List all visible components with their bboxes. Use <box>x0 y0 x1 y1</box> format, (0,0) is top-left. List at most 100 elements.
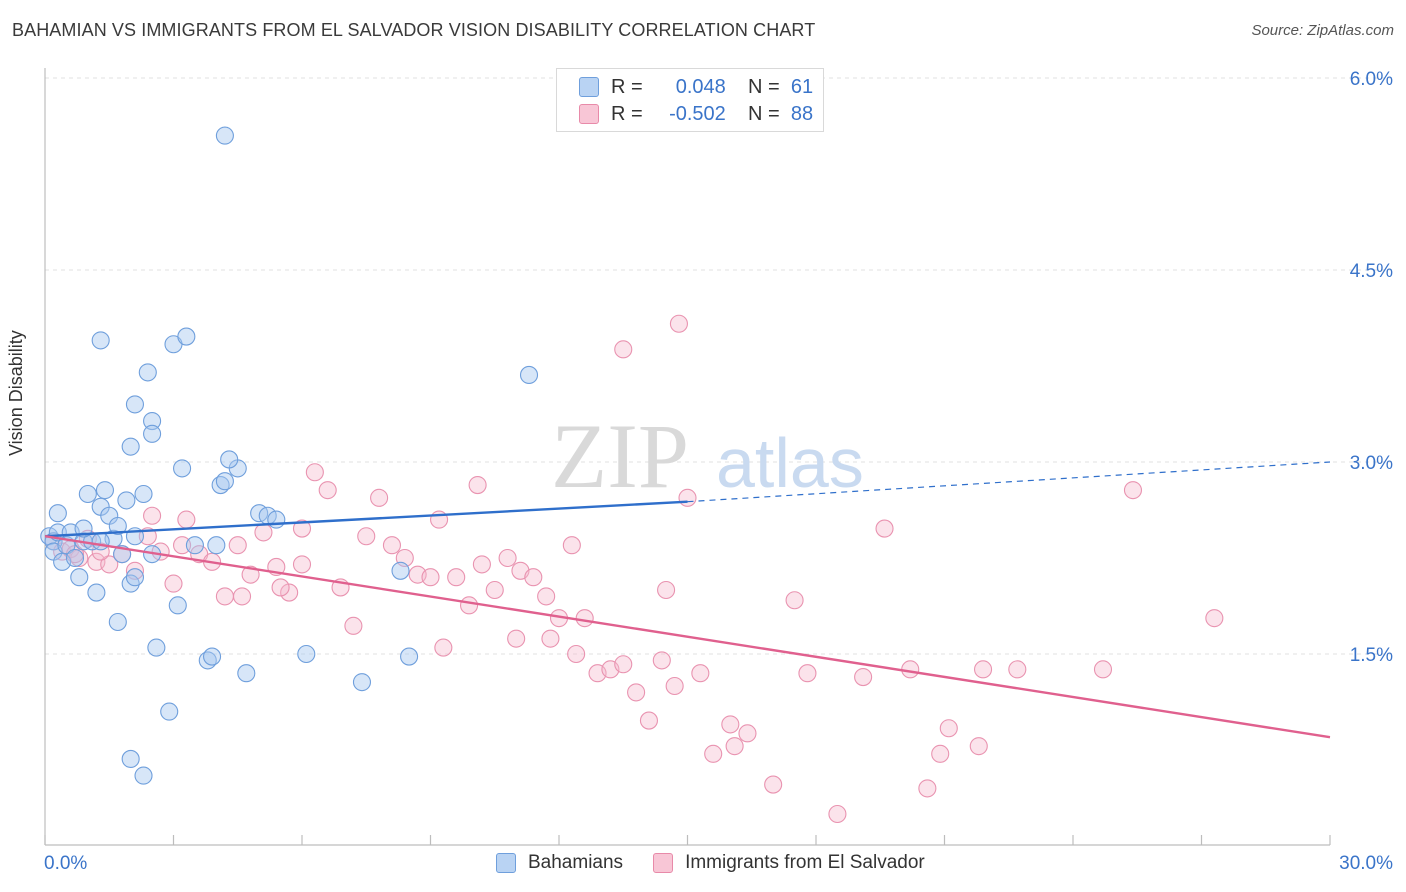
legend-n-label: N = <box>748 75 780 98</box>
el-salvador-point <box>280 583 299 602</box>
bahamian-point <box>108 516 127 536</box>
el-salvador-point <box>292 519 312 538</box>
el-salvador-point <box>305 463 324 482</box>
el-salvador-point <box>318 481 337 500</box>
bahamian-point <box>95 481 115 500</box>
bahamian-point <box>147 638 166 657</box>
bahamian-point <box>297 644 316 664</box>
trend-lines <box>44 461 1331 739</box>
el-salvador-point <box>575 609 594 628</box>
bahamian-point <box>91 532 110 551</box>
bahamian-point <box>65 548 85 568</box>
el-salvador-point <box>828 804 847 824</box>
el-salvador-point <box>421 568 440 587</box>
bottom-legend-bahamians: Bahamians <box>528 852 624 873</box>
bahamian-trend-line <box>44 500 688 538</box>
el-salvador-point <box>785 591 804 610</box>
el-salvador-point <box>173 536 192 555</box>
el-salvador-point <box>1008 660 1027 679</box>
el-salvador-point <box>562 536 581 555</box>
el-salvador-point <box>939 719 958 738</box>
bottom-legend-swatch-blue <box>496 853 516 873</box>
el-salvador-point <box>614 340 633 359</box>
el-salvador-point <box>382 536 402 555</box>
x-tick-label: 30.0% <box>1339 853 1393 874</box>
el-salvador-point <box>931 744 950 763</box>
el-salvador-point <box>691 664 710 683</box>
el-salvador-point <box>292 555 312 574</box>
legend-n-label: N = <box>748 102 780 125</box>
el-salvador-point <box>524 568 543 587</box>
el-salvador-point <box>434 638 453 657</box>
el-salvador-point <box>228 536 247 555</box>
bahamian-point <box>400 647 419 666</box>
el-salvador-point <box>271 578 290 597</box>
bahamian-point <box>352 673 372 692</box>
el-salvador-point <box>498 548 517 568</box>
bahamian-point <box>125 568 144 587</box>
el-salvador-point <box>901 660 920 679</box>
legend-swatch-blue <box>579 77 599 97</box>
el-salvador-point <box>472 555 491 574</box>
el-salvador-point <box>721 715 740 734</box>
bahamian-point <box>160 702 179 721</box>
bahamian-point <box>519 365 539 385</box>
y-axis-label: Vision Disability <box>6 330 26 456</box>
el-salvador-point <box>100 555 119 574</box>
el-salvador-point <box>344 616 363 635</box>
el-salvador-point <box>1205 609 1224 628</box>
el-salvador-point <box>567 644 586 664</box>
el-salvador-point <box>1123 481 1143 500</box>
el-salvador-point <box>678 488 697 507</box>
bahamian-point <box>121 749 140 769</box>
bahamian-point <box>215 472 234 491</box>
bahamian-point <box>207 536 226 555</box>
el-salvador-point <box>639 711 659 730</box>
el-salvador-point <box>537 587 556 606</box>
el-salvador-point <box>459 596 479 615</box>
bahamian-point <box>168 596 187 615</box>
watermark-atlas: atlas <box>716 424 864 502</box>
bahamian-point <box>91 331 110 350</box>
el-salvador-point <box>468 475 487 495</box>
bahamian-point <box>215 126 234 145</box>
chart-title: BAHAMIAN VS IMMIGRANTS FROM EL SALVADOR … <box>12 20 816 40</box>
grid-lines <box>45 77 1392 655</box>
el-salvador-point <box>215 587 234 606</box>
bahamian-point <box>121 437 140 456</box>
el-salvador-point <box>918 779 937 798</box>
bahamian-point <box>203 647 222 666</box>
el-salvador-point <box>1093 660 1113 679</box>
bahamian-point <box>177 327 196 346</box>
el-salvador-point <box>485 580 504 600</box>
legend-swatch-pink <box>579 104 599 124</box>
legend-row-el-salvador: R = -0.502 N = 88 <box>579 101 819 127</box>
el-salvador-point <box>764 775 783 794</box>
legend-row-bahamians: R = 0.048 N = 61 <box>579 74 819 100</box>
bahamian-point <box>87 583 106 602</box>
bahamian-point <box>48 504 67 523</box>
el-salvador-point <box>357 527 376 546</box>
el-salvador-point <box>665 676 684 696</box>
bahamian-trend-projection <box>687 461 1331 503</box>
el-salvador-point <box>798 664 817 683</box>
el-salvador-point <box>370 488 389 507</box>
bottom-legend: Bahamians Immigrants from El Salvador <box>496 852 925 874</box>
y-tick-label: 6.0% <box>1350 69 1393 90</box>
x-tick-label: 0.0% <box>44 853 87 874</box>
el-salvador-point <box>725 737 744 756</box>
el-salvador-point <box>507 629 526 648</box>
pink-series-points <box>44 314 1224 824</box>
y-tick-label: 4.5% <box>1350 261 1393 282</box>
el-salvador-trend-line <box>44 535 1331 739</box>
bahamian-point <box>143 411 162 431</box>
bahamian-point <box>220 450 239 469</box>
bahamian-point <box>70 568 89 587</box>
el-salvador-point <box>254 523 273 542</box>
blue-series-points <box>40 126 539 785</box>
axes <box>44 68 1331 846</box>
source-label: Source: ZipAtlas.com <box>1251 22 1394 39</box>
bahamian-point <box>267 510 286 529</box>
el-salvador-point <box>669 314 688 333</box>
